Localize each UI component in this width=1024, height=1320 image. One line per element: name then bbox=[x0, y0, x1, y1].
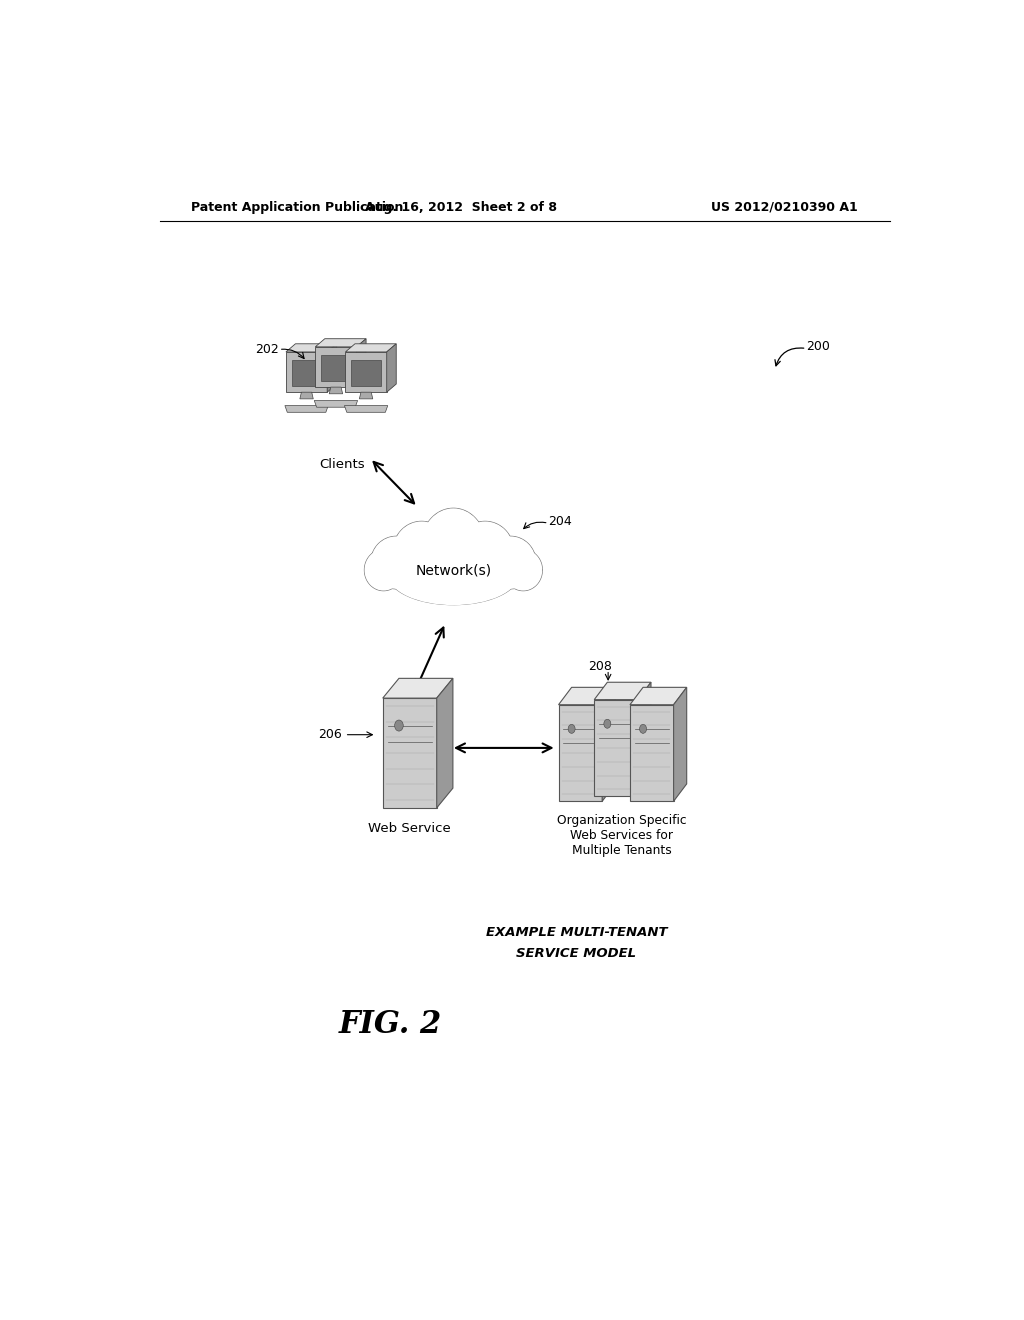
Polygon shape bbox=[594, 682, 651, 700]
Ellipse shape bbox=[457, 521, 514, 581]
Polygon shape bbox=[359, 392, 373, 399]
Ellipse shape bbox=[365, 549, 402, 590]
Polygon shape bbox=[292, 360, 322, 387]
Text: Organization Specific
Web Services for
Multiple Tenants: Organization Specific Web Services for M… bbox=[557, 814, 686, 857]
Polygon shape bbox=[315, 347, 356, 387]
Text: Web Service: Web Service bbox=[369, 822, 452, 836]
Polygon shape bbox=[300, 392, 313, 399]
Polygon shape bbox=[630, 705, 674, 801]
Polygon shape bbox=[328, 343, 337, 392]
Ellipse shape bbox=[371, 536, 422, 589]
Text: 206: 206 bbox=[318, 729, 342, 742]
Polygon shape bbox=[285, 405, 329, 412]
Text: Patent Application Publication: Patent Application Publication bbox=[191, 201, 403, 214]
Polygon shape bbox=[286, 352, 328, 392]
Polygon shape bbox=[630, 688, 687, 705]
Polygon shape bbox=[558, 688, 615, 705]
Ellipse shape bbox=[504, 549, 543, 590]
Text: 202: 202 bbox=[255, 343, 279, 356]
Polygon shape bbox=[383, 678, 453, 698]
Ellipse shape bbox=[393, 521, 451, 581]
Ellipse shape bbox=[422, 508, 485, 579]
Polygon shape bbox=[345, 343, 396, 352]
Ellipse shape bbox=[393, 521, 451, 581]
Polygon shape bbox=[351, 360, 381, 387]
Polygon shape bbox=[602, 688, 615, 801]
Ellipse shape bbox=[388, 544, 518, 605]
Text: SERVICE MODEL: SERVICE MODEL bbox=[516, 946, 637, 960]
Circle shape bbox=[568, 725, 575, 734]
Polygon shape bbox=[674, 688, 687, 801]
Circle shape bbox=[640, 725, 646, 734]
Text: Aug. 16, 2012  Sheet 2 of 8: Aug. 16, 2012 Sheet 2 of 8 bbox=[366, 201, 557, 214]
Ellipse shape bbox=[485, 536, 536, 589]
Polygon shape bbox=[383, 698, 436, 808]
Polygon shape bbox=[387, 343, 396, 392]
Polygon shape bbox=[314, 400, 357, 407]
Text: FIG. 2: FIG. 2 bbox=[338, 1008, 441, 1040]
Polygon shape bbox=[330, 387, 343, 393]
Polygon shape bbox=[638, 682, 651, 796]
Polygon shape bbox=[594, 700, 638, 796]
Text: EXAMPLE MULTI-TENANT: EXAMPLE MULTI-TENANT bbox=[485, 927, 667, 940]
Circle shape bbox=[394, 719, 403, 731]
Ellipse shape bbox=[485, 536, 536, 589]
Ellipse shape bbox=[504, 549, 543, 590]
Text: US 2012/0210390 A1: US 2012/0210390 A1 bbox=[712, 201, 858, 214]
Polygon shape bbox=[558, 705, 602, 801]
Text: Network(s): Network(s) bbox=[416, 564, 492, 577]
Polygon shape bbox=[315, 339, 367, 347]
Ellipse shape bbox=[371, 536, 422, 589]
Polygon shape bbox=[286, 343, 337, 352]
Ellipse shape bbox=[422, 508, 485, 579]
Ellipse shape bbox=[365, 549, 402, 590]
Ellipse shape bbox=[388, 544, 518, 605]
Text: 200: 200 bbox=[807, 341, 830, 352]
Circle shape bbox=[604, 719, 611, 729]
Polygon shape bbox=[322, 355, 351, 381]
Polygon shape bbox=[345, 352, 387, 392]
Text: 204: 204 bbox=[549, 515, 572, 528]
Polygon shape bbox=[436, 678, 453, 808]
Text: 208: 208 bbox=[588, 660, 612, 673]
Ellipse shape bbox=[457, 521, 514, 581]
Polygon shape bbox=[356, 339, 367, 387]
Polygon shape bbox=[344, 405, 388, 412]
Text: Clients: Clients bbox=[319, 458, 366, 471]
